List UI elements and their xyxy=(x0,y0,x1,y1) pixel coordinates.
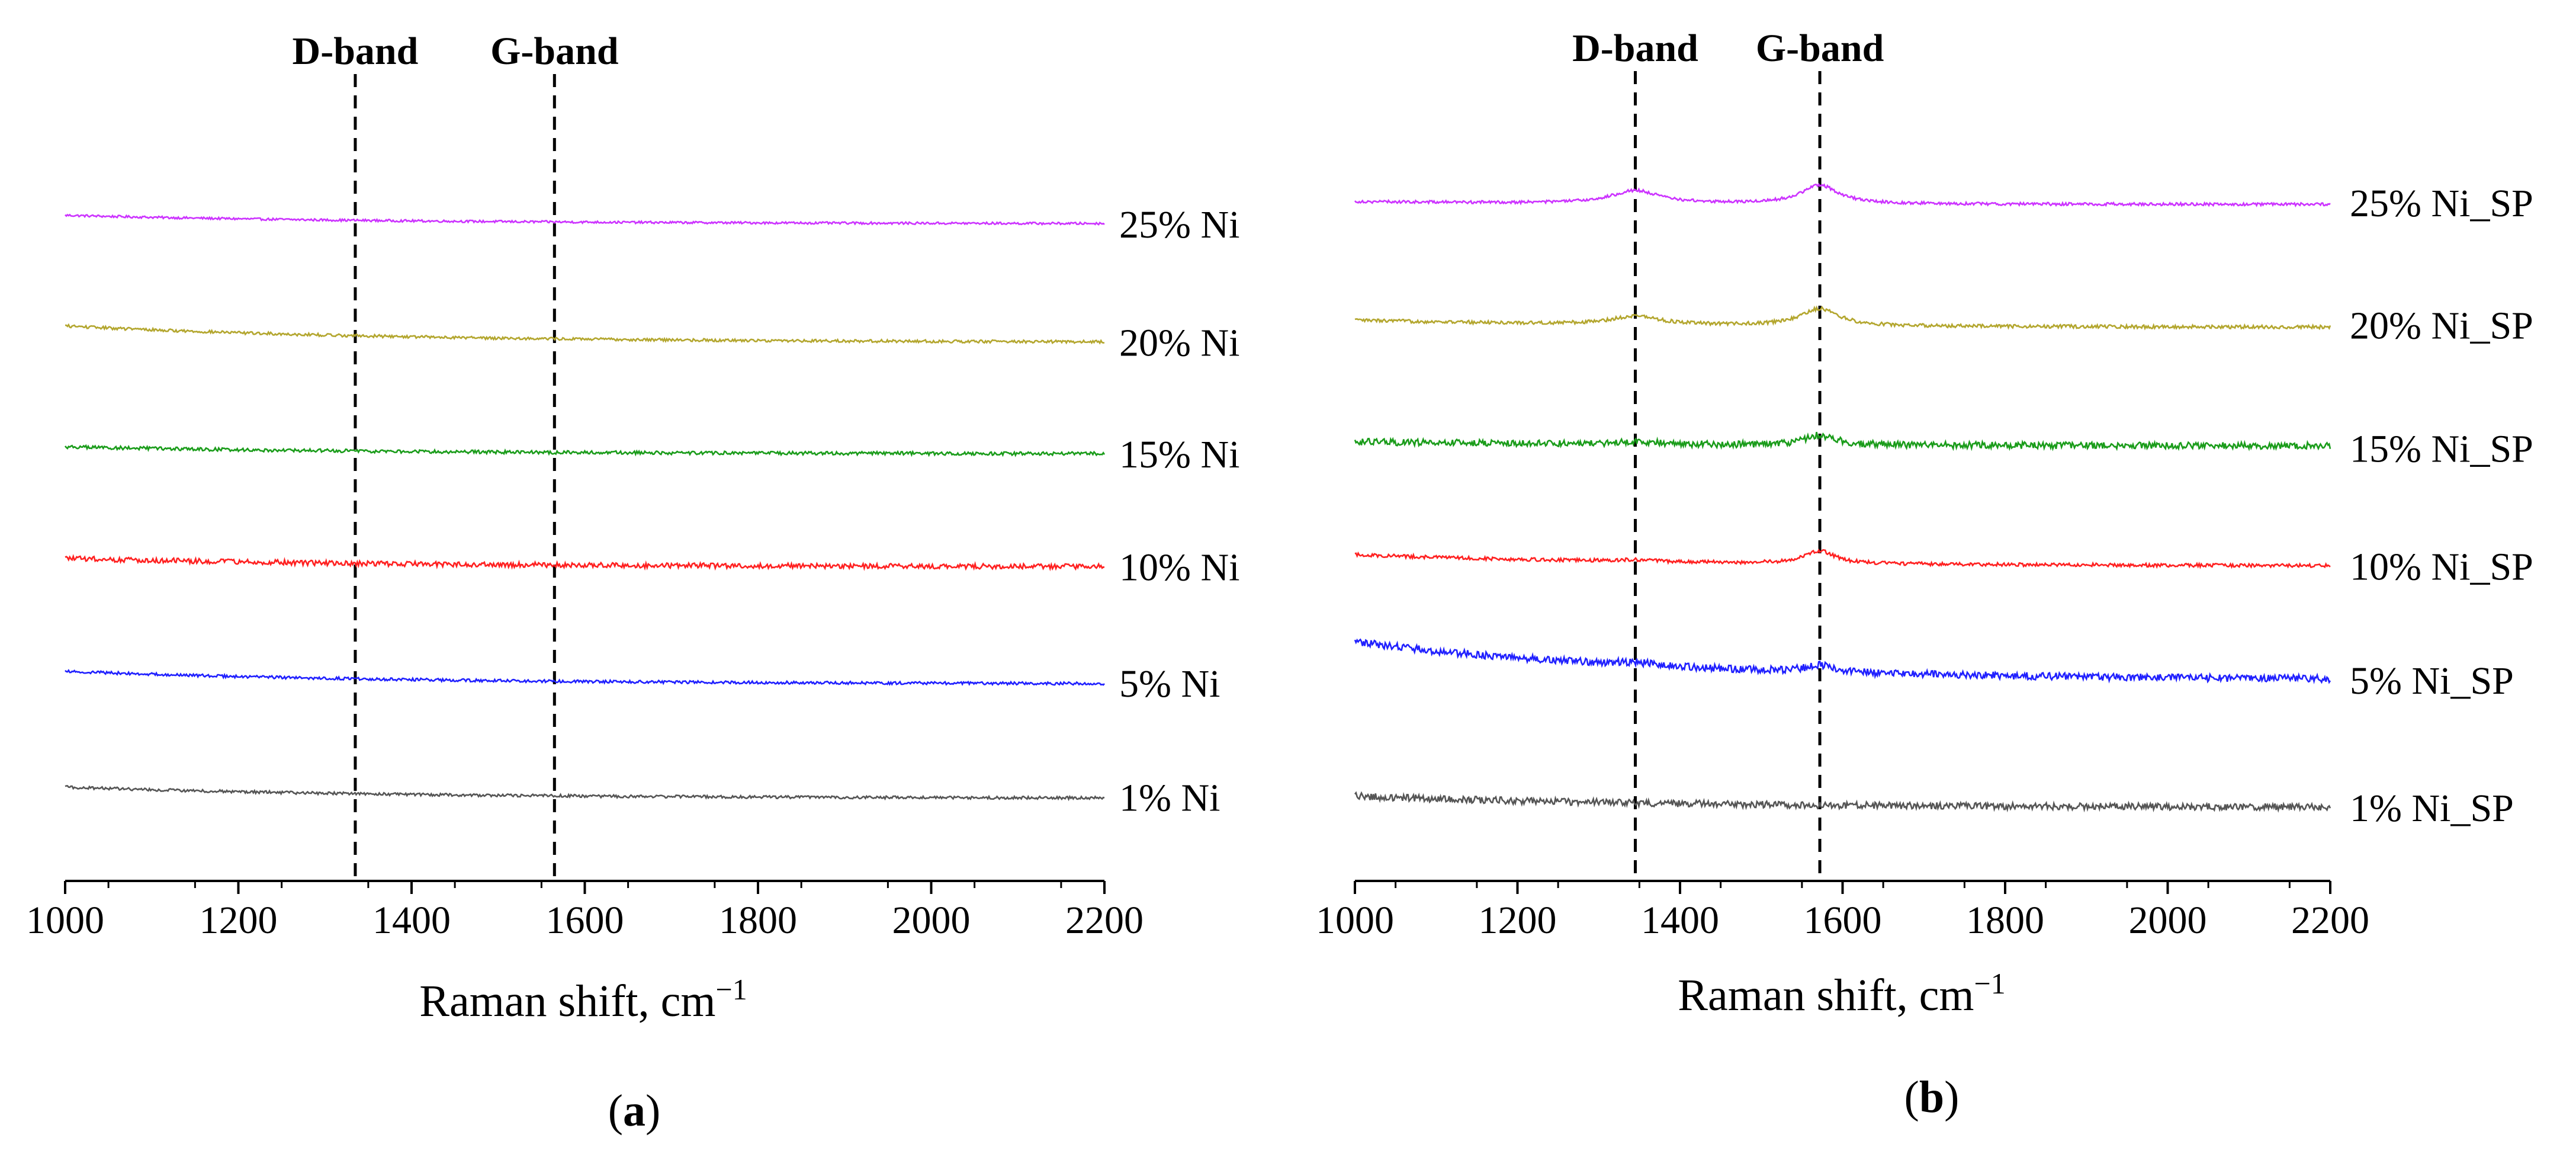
x-tick-label: 2200 xyxy=(2291,899,2369,942)
x-tick-label: 2000 xyxy=(892,899,971,942)
x-tick-label: 1600 xyxy=(1804,899,1882,942)
x-tick-label: 1400 xyxy=(372,899,451,942)
x-axis-label: Raman shift, cm−1 xyxy=(1678,967,2005,1020)
x-tick-label: 1200 xyxy=(1479,899,1557,942)
x-tick-label: 1800 xyxy=(1966,899,2044,942)
series-label: 1% Ni xyxy=(1119,777,1220,820)
x-tick-label: 1200 xyxy=(200,899,278,942)
x-tick-label: 2200 xyxy=(1065,899,1144,942)
x-tick-label: 1600 xyxy=(546,899,624,942)
series-label: 5% Ni xyxy=(1119,662,1220,706)
panel-a-chart: 1000 1200 1400 1600 1800 2000 2200 Raman shift,… xyxy=(26,30,1239,1026)
x-tick-label: 1400 xyxy=(1641,899,1719,942)
series-label: 10% Ni_SP xyxy=(2350,546,2533,589)
spectrum-line xyxy=(1354,549,2331,569)
x-tick-label: 1000 xyxy=(1316,899,1394,942)
panel-a-letter: a xyxy=(623,1086,645,1136)
panel-b-chart: 1000 1200 1400 1600 1800 2000 2200 Raman shift,… xyxy=(1316,27,2533,1020)
series-label: 15% Ni xyxy=(1119,433,1239,476)
spectrum-line xyxy=(1354,182,2331,208)
x-axis-label: Raman shift, cm−1 xyxy=(419,973,747,1026)
spectrum-line xyxy=(1354,431,2331,451)
band-label: D-band xyxy=(293,30,419,73)
spectrum-line xyxy=(1354,791,2331,813)
series-label: 25% Ni_SP xyxy=(2350,182,2533,225)
series-label: 5% Ni_SP xyxy=(2350,659,2514,703)
band-label: G-band xyxy=(1756,27,1884,70)
spectrum-line xyxy=(65,785,1105,802)
spectrum-line xyxy=(65,554,1105,572)
spectrum-line xyxy=(65,213,1105,226)
series-label: 20% Ni_SP xyxy=(2350,304,2533,347)
band-label: D-band xyxy=(1572,27,1698,70)
spectrum-line xyxy=(65,323,1105,345)
spectrum-line xyxy=(1354,305,2331,331)
series-label: 20% Ni xyxy=(1119,322,1239,365)
series-label: 25% Ni xyxy=(1119,203,1239,246)
x-tick-label: 2000 xyxy=(2129,899,2207,942)
band-label: G-band xyxy=(490,30,618,73)
x-tick-label: 1800 xyxy=(719,899,797,942)
panel-a-caption: (a) xyxy=(608,1086,661,1136)
series-label: 1% Ni_SP xyxy=(2350,787,2514,830)
x-tick-label: 1000 xyxy=(26,899,104,942)
panel-b-caption: (b) xyxy=(1904,1072,1960,1122)
spectrum-line xyxy=(65,669,1105,687)
series-label: 15% Ni_SP xyxy=(2350,428,2533,471)
panel-b-letter: b xyxy=(1919,1072,1944,1122)
spectrum-line xyxy=(64,444,1106,457)
series-label: 10% Ni xyxy=(1119,546,1239,589)
spectrum-line xyxy=(1354,638,2331,685)
